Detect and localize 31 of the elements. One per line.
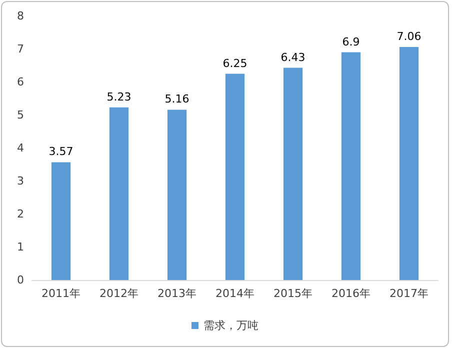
x-tick-label: 2014年 (216, 287, 254, 300)
y-tick-label: 8 (17, 10, 24, 22)
data-label: 3.57 (48, 145, 74, 158)
y-tick-label: 1 (17, 240, 24, 254)
x-tick-label: 2017年 (390, 287, 428, 300)
data-label: 6.9 (342, 35, 360, 48)
bar (341, 52, 361, 280)
x-tick-label: 2016年 (332, 287, 370, 300)
y-tick-label: 3 (17, 174, 24, 188)
bar (399, 47, 419, 280)
data-label: 6.43 (280, 50, 306, 64)
legend-label: 需求，万吨 (204, 319, 258, 332)
x-tick-label: 2011年 (42, 287, 80, 300)
bar (283, 68, 303, 280)
bar (51, 162, 71, 280)
data-label: 6.25 (222, 56, 248, 70)
bar (109, 107, 129, 280)
data-label: 5.16 (164, 92, 190, 106)
bar (225, 74, 245, 280)
x-tick-label: 2013年 (158, 287, 196, 300)
data-label: 7.06 (396, 30, 422, 44)
y-tick-label: 0 (17, 274, 24, 286)
x-tick-label: 2012年 (100, 287, 138, 300)
y-tick-label: 5 (17, 108, 24, 122)
y-tick-label: 2 (17, 208, 24, 220)
y-tick-label: 4 (17, 142, 24, 154)
x-tick-label: 2015年 (274, 287, 312, 300)
data-label: 5.23 (106, 90, 132, 104)
y-tick-label: 6 (17, 76, 24, 88)
y-tick-label: 7 (17, 42, 24, 56)
bar (167, 110, 187, 280)
